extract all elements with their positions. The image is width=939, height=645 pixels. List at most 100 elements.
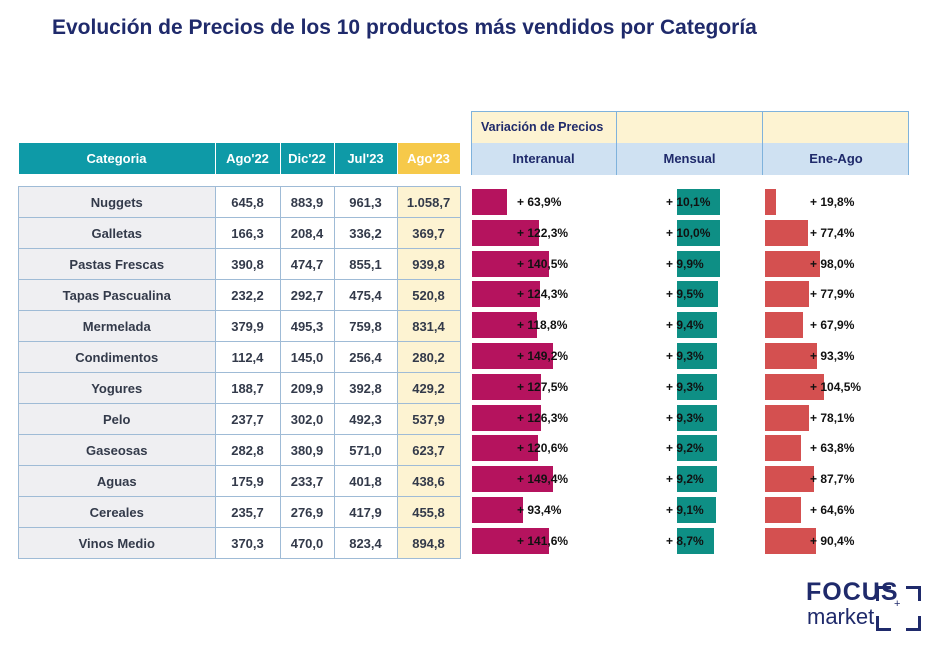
bar-ene-ago: [765, 466, 815, 493]
bar-label-ene-ago: + 19,8%: [810, 195, 855, 209]
bar-label-ene-ago: + 87,7%: [810, 472, 855, 487]
bar-label-mensual: + 9,4%: [666, 318, 704, 333]
bar-interanual: [472, 189, 507, 215]
variation-group-header: Variación de Precios: [471, 111, 909, 143]
bar-mensual: [677, 312, 718, 339]
bar-mensual: [677, 404, 717, 431]
value-cell: 831,4: [397, 310, 461, 342]
value-cell: 492,3: [334, 403, 398, 435]
bar-interanual: [472, 466, 554, 493]
value-cell: 282,8: [215, 434, 281, 466]
bar-mensual: [677, 527, 715, 554]
bar-label-mensual: + 9,3%: [666, 410, 704, 425]
value-cell: 370,3: [215, 527, 281, 559]
bar-mensual: [677, 219, 720, 246]
value-cell: 961,3: [334, 186, 398, 218]
variation-columns-header: Interanual Mensual Ene-Ago: [471, 143, 909, 175]
value-cell: 233,7: [280, 465, 335, 497]
value-cell: 474,7: [280, 248, 335, 280]
price-table: Categoria Ago'22 Dic'22 Jul'23 Ago'23 Nu…: [18, 143, 461, 559]
value-cell: 235,7: [215, 496, 281, 528]
header-categoria: Categoria: [18, 143, 216, 174]
bar-label-ene-ago: + 78,1%: [810, 410, 855, 425]
bar-label-interanual: + 126,3%: [517, 410, 569, 425]
bar-mensual: [677, 435, 717, 462]
bar-label-mensual: + 10,1%: [666, 195, 711, 209]
value-cell: 208,4: [280, 217, 335, 249]
value-cell: 401,8: [334, 465, 398, 497]
bar-ene-ago: [765, 404, 809, 431]
bar-label-mensual: + 10,0%: [666, 225, 711, 240]
bar-label-mensual: + 9,5%: [666, 287, 704, 302]
bar-ene-ago: [765, 189, 777, 215]
bar-label-ene-ago: + 64,6%: [810, 503, 855, 517]
value-cell: 232,2: [215, 279, 281, 311]
variation-header: Variación de Precios Interanual Mensual …: [471, 111, 909, 175]
value-cell: 175,9: [215, 465, 281, 497]
bar-mensual: [677, 189, 721, 215]
bar-label-interanual: + 149,2%: [517, 349, 569, 363]
table-row: Vinos Medio 370,3 470,0 823,4 894,8: [18, 527, 461, 559]
value-cell: 336,2: [334, 217, 398, 249]
category-cell: Nuggets: [18, 186, 216, 218]
variation-group-label: Variación de Precios: [481, 120, 604, 134]
bar-interanual: [472, 373, 542, 400]
value-cell: 256,4: [334, 341, 398, 373]
bar-label-mensual: + 9,2%: [666, 441, 704, 456]
bar-label-interanual: + 127,5%: [517, 379, 569, 394]
value-cell: 417,9: [334, 496, 398, 528]
value-cell: 939,8: [397, 248, 461, 280]
table-row: Mermelada 379,9 495,3 759,8 831,4: [18, 310, 461, 342]
table-row: Aguas 175,9 233,7 401,8 438,6: [18, 465, 461, 497]
table-row: Tapas Pascualina 232,2 292,7 475,4 520,8: [18, 279, 461, 311]
value-cell: 280,2: [397, 341, 461, 373]
table-row: Yogures 188,7 209,9 392,8 429,2: [18, 372, 461, 404]
value-cell: 470,0: [280, 527, 335, 559]
bar-label-ene-ago: + 77,9%: [810, 287, 855, 302]
bar-interanual: [472, 312, 537, 339]
bar-mensual: [677, 373, 717, 400]
bar-label-mensual: + 9,3%: [666, 349, 704, 363]
category-cell: Mermelada: [18, 310, 216, 342]
bar-mensual: [677, 343, 717, 369]
bar-label-mensual: + 9,3%: [666, 379, 704, 394]
header-ago23: Ago'23: [397, 143, 461, 174]
bar-interanual: [472, 435, 538, 462]
table-row: Gaseosas 282,8 380,9 571,0 623,7: [18, 434, 461, 466]
header-ago22: Ago'22: [215, 143, 281, 174]
bar-interanual: [472, 527, 550, 554]
bar-interanual: [472, 219, 539, 246]
bar-interanual: [472, 404, 541, 431]
logo-market-text: market: [807, 604, 875, 629]
bar-ene-ago: [765, 373, 824, 400]
bar-ene-ago: [765, 497, 802, 523]
bar-label-ene-ago: + 63,8%: [810, 441, 855, 456]
bar-label-interanual: + 118,8%: [517, 318, 568, 333]
value-cell: 438,6: [397, 465, 461, 497]
bar-label-interanual: + 122,3%: [517, 225, 569, 240]
bar-label-ene-ago: + 93,3%: [810, 349, 855, 363]
page-title: Evolución de Precios de los 10 productos…: [52, 16, 757, 39]
bar-mensual: [677, 497, 717, 523]
bar-mensual: [677, 250, 720, 277]
value-cell: 209,9: [280, 372, 335, 404]
bar-label-ene-ago: + 77,4%: [810, 225, 855, 240]
table-row: Condimentos 112,4 145,0 256,4 280,2: [18, 341, 461, 373]
bar-interanual: [472, 497, 523, 523]
bar-label-mensual: + 9,9%: [666, 256, 704, 271]
logo-plus: +: [894, 598, 901, 610]
bar-label-interanual: + 63,9%: [517, 195, 562, 209]
table-row: Cereales 235,7 276,9 417,9 455,8: [18, 496, 461, 528]
value-cell: 759,8: [334, 310, 398, 342]
header-ene-ago: Ene-Ago: [809, 151, 863, 166]
category-cell: Cereales: [18, 496, 216, 528]
header-interanual: Interanual: [512, 151, 575, 166]
bar-label-interanual: + 124,3%: [517, 287, 569, 302]
value-cell: 1.058,7: [397, 186, 461, 218]
bar-ene-ago: [765, 343, 818, 369]
bar-interanual: [472, 250, 549, 277]
bar-mensual: [677, 281, 718, 308]
bar-interanual: [472, 281, 540, 308]
bar-ene-ago: [765, 281, 809, 308]
